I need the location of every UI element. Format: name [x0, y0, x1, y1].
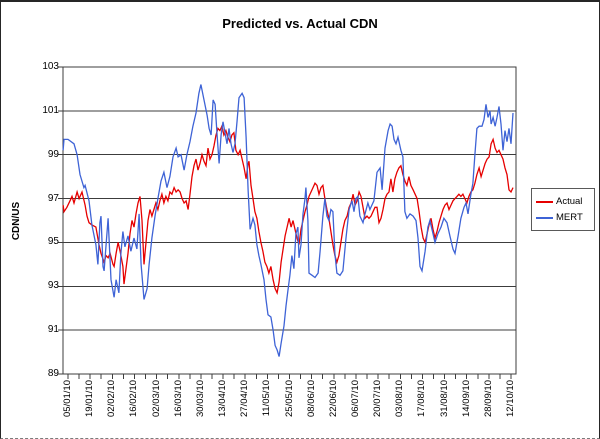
x-tick-label: 06/07/10 [349, 380, 361, 417]
y-tick-label: 99 [47, 148, 59, 160]
x-tick-label: 12/10/10 [505, 380, 516, 417]
y-tick-label: 95 [47, 236, 59, 248]
y-tick-label: 103 [42, 61, 59, 72]
x-tick-label: 17/08/10 [416, 380, 428, 417]
x-tick-label: 16/03/10 [172, 380, 184, 417]
series-line-mert [62, 84, 514, 357]
x-tick-label: 30/03/10 [194, 380, 206, 417]
x-tick-label: 19/01/10 [84, 380, 96, 417]
actual-line-swatch [536, 200, 553, 203]
x-tick-label: 02/02/10 [106, 380, 118, 417]
mert-line-swatch [536, 216, 553, 219]
x-tick-label: 28/09/10 [482, 380, 494, 417]
legend-label-actual: Actual [556, 196, 583, 207]
x-tick-label: 14/09/10 [460, 380, 472, 417]
x-tick-label: 22/06/10 [327, 380, 339, 417]
x-tick-label: 16/02/10 [128, 380, 140, 417]
x-tick-label: 13/04/10 [217, 380, 229, 417]
x-tick-label: 02/03/10 [150, 380, 162, 417]
series-line-actual [62, 124, 514, 296]
legend-item-mert: MERT [536, 212, 594, 223]
y-tick-label: 89 [47, 368, 59, 379]
x-tick-label: 08/06/10 [305, 380, 317, 417]
y-tick-label: 93 [47, 280, 59, 292]
legend-item-actual: Actual [536, 196, 594, 207]
x-tick-label: 03/08/10 [394, 380, 406, 417]
legend-label-mert: MERT [556, 212, 583, 223]
x-tick-label: 05/01/10 [62, 380, 73, 417]
x-tick-label: 11/05/10 [261, 380, 273, 417]
y-tick-label: 97 [47, 192, 59, 204]
x-tick-label: 25/05/10 [283, 380, 295, 417]
x-tick-label: 27/04/10 [239, 380, 251, 417]
y-tick-label: 91 [47, 324, 59, 336]
chart-title: Predicted vs. Actual CDN [222, 16, 378, 31]
x-tick-label: 31/08/10 [438, 380, 450, 417]
legend: Actual MERT [531, 188, 595, 231]
x-tick-label: 20/07/10 [372, 380, 384, 417]
y-tick-label: 101 [42, 104, 59, 116]
